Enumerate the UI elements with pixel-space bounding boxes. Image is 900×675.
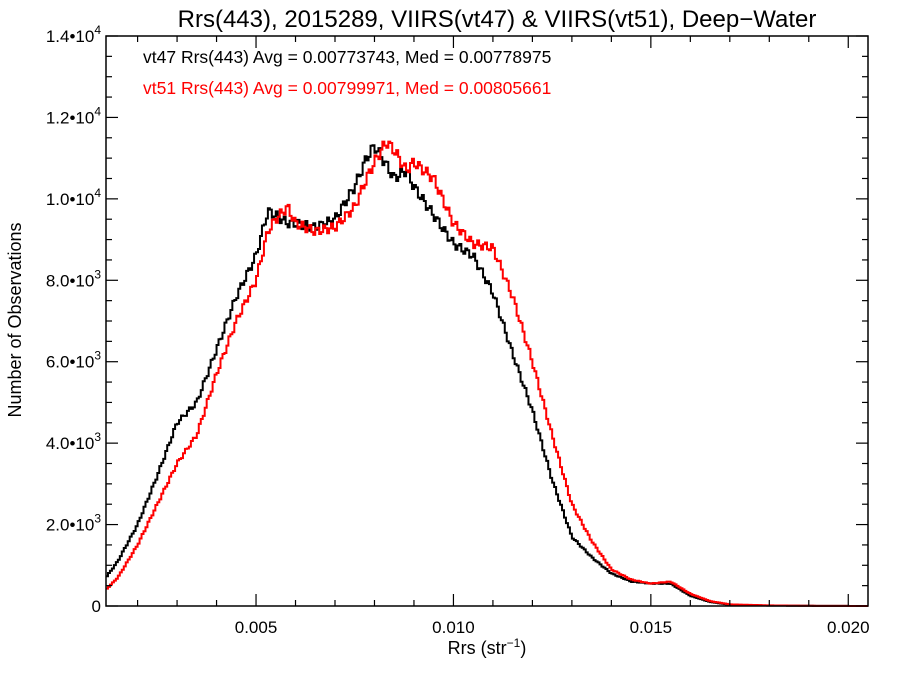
x-tick-label: 0.015	[630, 618, 673, 637]
y-tick-label: 4.0•103	[46, 430, 102, 453]
y-tick-label: 1.0•104	[46, 186, 102, 209]
x-axis-label: Rrs (str−1)	[448, 636, 527, 658]
y-axis: 0 2.0•103 4.0•103 6.0•103 8.0•103 1.0•104 1.2•…	[46, 23, 868, 616]
series-layer	[106, 140, 868, 607]
y-tick-label: 1.4•104	[46, 23, 102, 46]
x-tick-label: 0.005	[235, 618, 278, 637]
x-tick-label: 0.020	[827, 618, 870, 637]
y-tick-label: 8.0•103	[46, 267, 102, 290]
y-axis-label: Number of Observations	[5, 222, 25, 417]
x-axis: 0.005 0.010 0.015 0.020	[136, 36, 870, 637]
series-vt51-line	[106, 140, 868, 607]
x-tick-label: 0.010	[432, 618, 475, 637]
legend-vt47: vt47 Rrs(443) Avg = 0.00773743, Med = 0.…	[143, 47, 551, 67]
chart-title: Rrs(443), 2015289, VIIRS(vt47) & VIIRS(v…	[178, 6, 817, 33]
y-tick-label: 6.0•103	[46, 349, 102, 372]
y-tick-label: 2.0•103	[46, 512, 102, 535]
series-vt47-line	[106, 144, 868, 607]
plot-frame	[105, 35, 869, 607]
y-tick-label: 0	[92, 597, 101, 616]
y-tick-label: 1.2•104	[46, 104, 102, 127]
legend-vt51: vt51 Rrs(443) Avg = 0.00799971, Med = 0.…	[143, 78, 551, 98]
